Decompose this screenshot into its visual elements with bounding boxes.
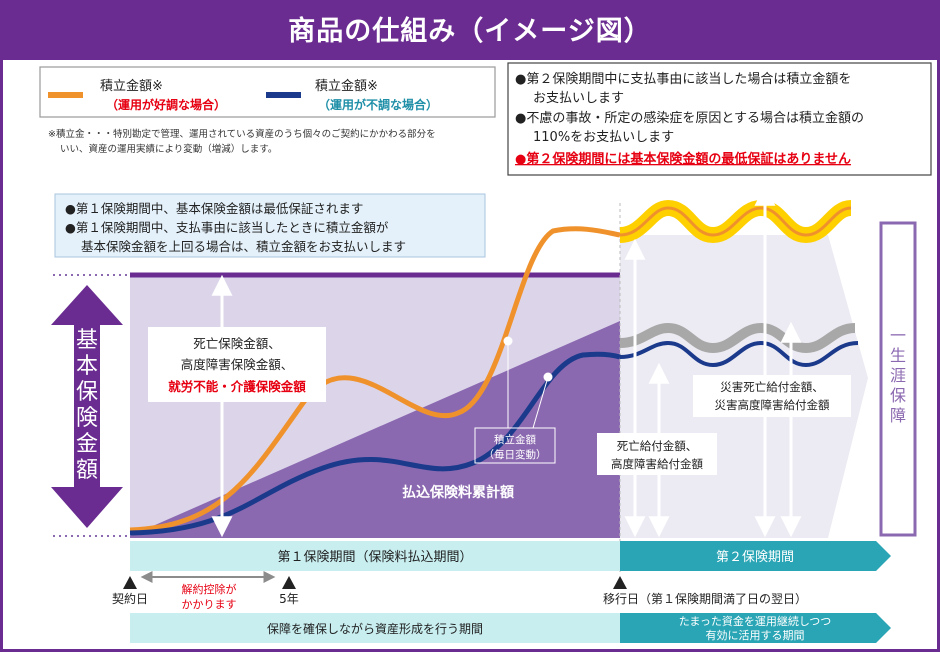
second-period-bar bbox=[620, 541, 891, 571]
notes-right-line5: ●第２保険期間には基本保険金額の最低保証はありません bbox=[515, 151, 851, 167]
reserve-wave-bad bbox=[619, 340, 859, 368]
footnote-line1: ※積立金・・・特別勘定で管理、運用されている資産のうち個々のご契約にかかわる部分… bbox=[48, 128, 436, 140]
lifetime-char: 涯 bbox=[890, 366, 906, 385]
notes-right-line2: お支払いします bbox=[533, 91, 624, 106]
reserve-curve-bad bbox=[129, 351, 621, 536]
lifetime-char: 障 bbox=[890, 406, 906, 425]
disaster-line2: 災害高度障害給付金額 bbox=[715, 398, 830, 412]
legend-good-sub: （運用が好調な場合） bbox=[106, 97, 226, 112]
death-line3: 就労不能・介護保険金額 bbox=[168, 379, 306, 394]
first-period-label: 第１保険期間（保険料払込期間） bbox=[277, 550, 472, 565]
reserve-line2: （毎日変動） bbox=[484, 448, 547, 461]
basic-amount-char: 険 bbox=[76, 406, 98, 431]
basic-amount-char: 基 bbox=[76, 328, 98, 353]
reserve-pointer-bad bbox=[532, 376, 549, 429]
year5-label: 5年 bbox=[279, 592, 299, 606]
bottom-second-line1: たまった資金を運用継続しつつ bbox=[679, 614, 832, 628]
notes-right-line4: 110%をお支払いします bbox=[533, 130, 674, 145]
reserve-wave-bad-highlight bbox=[619, 322, 856, 354]
notes-right-box bbox=[507, 62, 932, 176]
notes-left-line1: ●第１保険期間中、基本保険金額は最低保証されます bbox=[65, 201, 363, 216]
basic-amount-char: 保 bbox=[76, 380, 98, 405]
legend-bad-label: 積立金額※ bbox=[315, 78, 378, 94]
basic-amount-char: 金 bbox=[76, 432, 98, 457]
lifetime-char: 一 bbox=[890, 326, 906, 345]
notes-right-line1: ●第２保険期間中に支払事由に該当した場合は積立金額を bbox=[515, 71, 851, 87]
transition-label: 移行日（第１保険期間満了日の翌日） bbox=[603, 592, 807, 606]
lifetime-box bbox=[879, 221, 917, 537]
reserve-wave-good bbox=[619, 206, 852, 237]
reserve-curve-good bbox=[129, 226, 621, 533]
death-benefit-line2: 高度障害給付金額 bbox=[611, 457, 703, 471]
bottom-first-label: 保障を確保しながら資産形成を行う期間 bbox=[267, 621, 483, 636]
contract-day-label: 契約日 bbox=[112, 591, 148, 606]
death-benefit-box bbox=[148, 327, 326, 402]
bottom-second-bar bbox=[620, 613, 891, 643]
lifetime-label: 一 生 涯 保 障 bbox=[890, 326, 906, 425]
basic-amount-char: 額 bbox=[76, 458, 98, 483]
bottom-first-bar bbox=[130, 613, 620, 643]
legend-bad-sub: （運用が不調な場合） bbox=[318, 97, 438, 112]
notes-left-line2: ●第１保険期間中、支払事由に該当したときに積立金額が bbox=[65, 220, 389, 235]
premium-total-area bbox=[130, 321, 620, 538]
death-line1: 死亡保険金額、 bbox=[193, 336, 281, 351]
reserve-label-box bbox=[474, 427, 556, 464]
disaster-box bbox=[693, 375, 851, 417]
second-period-label: 第２保険期間 bbox=[716, 550, 794, 565]
death-line2: 高度障害保険金額、 bbox=[181, 357, 294, 372]
notes-left-box bbox=[54, 193, 486, 258]
disaster-line1: 災害死亡給付金額、 bbox=[720, 380, 824, 394]
basic-amount-char: 本 bbox=[76, 354, 98, 379]
notes-left-line3: 基本保険金額を上回る場合は、積立金額をお支払いします bbox=[81, 239, 406, 254]
lifetime-char: 生 bbox=[890, 346, 906, 365]
page-title: 商品の仕組み（イメージ図） bbox=[3, 3, 937, 60]
first-period-bar bbox=[130, 541, 620, 571]
legend-box bbox=[39, 66, 496, 118]
basic-amount-arrow bbox=[51, 285, 123, 528]
footnote-line2: いい、資産の運用実績により変動（増減）します。 bbox=[60, 143, 277, 155]
contract-day-marker bbox=[123, 576, 137, 589]
basic-amount-label: 基 本 保 険 金 額 bbox=[76, 328, 98, 483]
reserve-line1: 積立金額 bbox=[494, 433, 536, 446]
premium-total-label: 払込保険料累計額 bbox=[402, 484, 514, 501]
death-benefit-line1: 死亡給付金額、 bbox=[617, 439, 698, 453]
year5-marker bbox=[282, 576, 296, 589]
transition-marker bbox=[613, 576, 627, 589]
lifetime-char: 保 bbox=[890, 386, 906, 405]
notes-right-line3: ●不慮の事故・所定の感染症を原因とする場合は積立金額の bbox=[515, 110, 864, 126]
bottom-second-line2: 有効に活用する期間 bbox=[706, 628, 805, 642]
death-benefit-2nd-box bbox=[597, 433, 717, 475]
surrender-line1: 解約控除が bbox=[182, 582, 237, 596]
diagram-canvas: 積立金額※ （運用が好調な場合） 積立金額※ （運用が不調な場合） ※積立金・・… bbox=[39, 62, 932, 643]
legend-good-label: 積立金額※ bbox=[100, 78, 163, 94]
surrender-line2: かかります bbox=[182, 598, 237, 611]
